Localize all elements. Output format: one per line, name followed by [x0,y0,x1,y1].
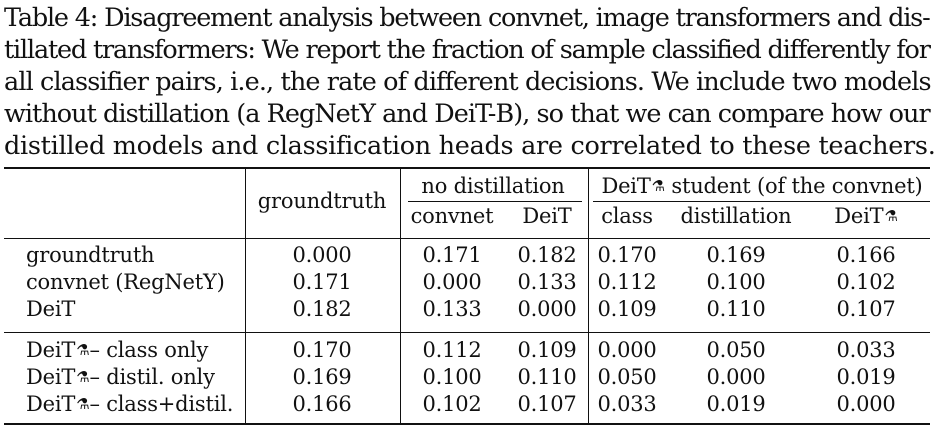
header-no-distillation: no distillation [421,174,565,198]
row-label: groundtruth [26,243,155,267]
table-cell: 0.000 [517,297,577,321]
table-cell: 0.107 [517,392,577,416]
table-cell: 0.000 [706,365,766,389]
table-cell: 0.169 [706,243,766,267]
header-deit: DeiT [522,204,572,228]
student-underline [593,201,930,202]
header-deit-student: DeiT⚗ student (of the convnet) [601,174,923,198]
table-top-rule [4,167,930,169]
table-cell: 0.109 [597,297,657,321]
alembic-icon: ⚗ [76,341,90,359]
row-label: DeiT⚗– class only [26,338,209,362]
table-cell: 0.000 [292,243,352,267]
table-cell: 0.050 [597,365,657,389]
column-separator [588,169,589,423]
table-caption: Table 4: Disagreement analysis between c… [4,2,936,162]
table-cell: 0.019 [836,365,896,389]
row-label: DeiT⚗– distil. only [26,365,215,389]
header-convnet: convnet [410,204,494,228]
alembic-icon: ⚗ [651,177,665,195]
alembic-icon: ⚗ [76,395,90,413]
row-label: DeiT⚗– class+distil. [26,392,234,416]
table-cell: 0.133 [517,270,577,294]
table-cell: 0.110 [706,297,766,321]
table-bottom-rule [4,423,930,425]
table-cell: 0.182 [292,297,352,321]
header-class: class [601,204,653,228]
caption-line: distilled models and classification head… [4,131,936,161]
table-cell: 0.100 [422,365,482,389]
table-cell: 0.170 [292,338,352,362]
caption-line: Table 4: Disagreement analysis between c… [4,3,931,33]
table-cell: 0.133 [422,297,482,321]
table-cell: 0.182 [517,243,577,267]
table-cell: 0.166 [292,392,352,416]
column-separator [245,169,246,423]
table-cell: 0.110 [517,365,577,389]
alembic-icon: ⚗ [884,207,898,225]
alembic-icon: ⚗ [76,368,90,386]
table-cell: 0.000 [597,338,657,362]
table-cell: 0.171 [422,243,482,267]
table-cell: 0.107 [836,297,896,321]
table-cell: 0.033 [836,338,896,362]
table-cell: 0.019 [706,392,766,416]
caption-line: without distillation (a RegNetY and DeiT… [4,99,931,129]
table-cell: 0.112 [422,338,482,362]
caption-line: all classifier pairs, i.e., the rate of … [4,67,932,97]
no-distillation-underline [408,201,582,202]
table-group-rule [4,332,930,333]
row-label: convnet (RegNetY) [26,270,225,294]
header-distillation: distillation [680,204,792,228]
table-cell: 0.102 [836,270,896,294]
table-cell: 0.102 [422,392,482,416]
row-label: DeiT [26,297,76,321]
table-cell: 0.050 [706,338,766,362]
table-cell: 0.100 [706,270,766,294]
table-cell: 0.169 [292,365,352,389]
caption-line: tillated transformers: We report the fra… [4,35,931,65]
table-header-rule [4,238,930,239]
table-cell: 0.109 [517,338,577,362]
table-cell: 0.170 [597,243,657,267]
table-cell: 0.166 [836,243,896,267]
table-cell: 0.112 [597,270,657,294]
table-cell: 0.000 [836,392,896,416]
table-cell: 0.171 [292,270,352,294]
table-cell: 0.000 [422,270,482,294]
table-cell: 0.033 [597,392,657,416]
header-deit-hat: DeiT⚗ [834,204,898,228]
header-groundtruth: groundtruth [257,189,387,213]
column-separator [400,169,401,423]
